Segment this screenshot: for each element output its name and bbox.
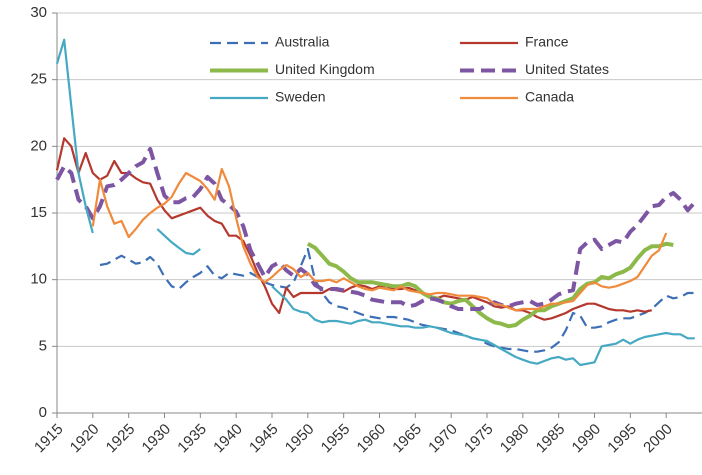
x-tick-label: 1935 xyxy=(174,421,210,457)
x-tick-label: 1980 xyxy=(497,421,533,457)
x-tick-label: 1920 xyxy=(67,421,103,457)
legend-label: United Kingdom xyxy=(275,61,375,77)
x-tick-label: 1985 xyxy=(533,421,569,457)
y-tick-label: 0 xyxy=(39,404,47,421)
x-tick-label: 1930 xyxy=(139,421,175,457)
x-tick-label: 1945 xyxy=(246,421,282,457)
x-tick-label: 1925 xyxy=(103,421,139,457)
series-line xyxy=(55,38,94,234)
legend-label: Canada xyxy=(525,89,574,105)
series-line xyxy=(271,285,695,367)
x-tick-label: 1975 xyxy=(461,421,497,457)
series-line xyxy=(55,147,697,311)
y-tick-label: 20 xyxy=(30,137,47,154)
legend-label: Sweden xyxy=(275,89,326,105)
series-line xyxy=(99,247,695,353)
y-tick-label: 25 xyxy=(30,71,47,88)
y-tick-label: 5 xyxy=(39,337,47,354)
y-tick-label: 15 xyxy=(30,204,47,221)
x-tick-label: 1970 xyxy=(425,421,461,457)
x-tick-label: 1995 xyxy=(604,421,640,457)
y-tick-label: 10 xyxy=(30,271,47,288)
series-line xyxy=(91,167,668,312)
x-tick-label: 1940 xyxy=(210,421,246,457)
x-tick-label: 1960 xyxy=(354,421,390,457)
x-tick-label: 2000 xyxy=(640,421,676,457)
legend-label: Australia xyxy=(275,34,330,50)
x-tick-label: 1955 xyxy=(318,421,354,457)
x-tick-label: 1950 xyxy=(282,421,318,457)
legend-label: France xyxy=(525,34,569,50)
legend-label: United States xyxy=(525,61,609,77)
x-tick-label: 1915 xyxy=(31,421,67,457)
x-tick-label: 1965 xyxy=(389,421,425,457)
series-line xyxy=(55,137,653,321)
x-tick-label: 1990 xyxy=(569,421,605,457)
series-line xyxy=(156,228,201,256)
series-line xyxy=(306,241,674,329)
y-tick-label: 30 xyxy=(30,4,47,21)
